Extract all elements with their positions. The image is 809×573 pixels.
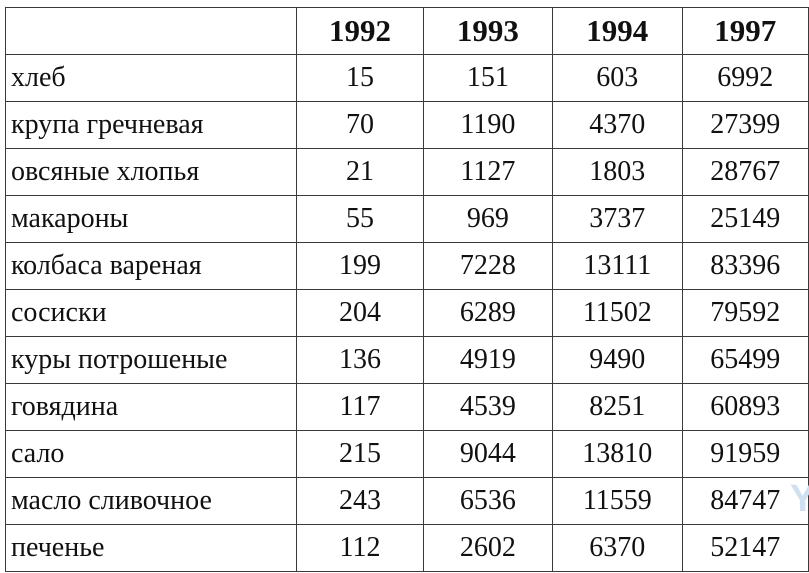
value-cell: 27399: [681, 101, 809, 149]
header-row: 1992 1993 1994 1997: [4, 7, 809, 55]
value-cell: 204: [296, 289, 424, 337]
value-cell: 21: [296, 148, 424, 196]
value-cell: 2602: [422, 524, 554, 572]
value-cell: 11559: [552, 477, 683, 525]
value-cell: 1803: [552, 148, 683, 196]
header-year-1992: 1992: [296, 7, 424, 55]
table-row: куры потрошеные 136 4919 9490 65499: [4, 336, 809, 384]
value-cell: 1190: [422, 101, 554, 149]
row-label: говядина: [4, 383, 298, 431]
row-label: макароны: [4, 195, 298, 243]
value-cell: 9044: [422, 430, 554, 478]
value-cell: 6289: [422, 289, 554, 337]
table-row: колбаса вареная 199 7228 13111 83396: [4, 242, 809, 290]
table-row: сосиски 204 6289 11502 79592: [4, 289, 809, 337]
table-row: говядина 117 4539 8251 60893: [4, 383, 809, 431]
value-cell: 11502: [552, 289, 683, 337]
value-cell: 1127: [422, 148, 554, 196]
value-cell: 8251: [552, 383, 683, 431]
value-cell: 65499: [681, 336, 809, 384]
row-label: сало: [4, 430, 298, 478]
value-cell: 6992: [681, 54, 809, 102]
value-cell: 243: [296, 477, 424, 525]
value-cell: 136: [296, 336, 424, 384]
value-cell: 83396: [681, 242, 809, 290]
value-cell: 9490: [552, 336, 683, 384]
header-year-1994: 1994: [552, 7, 683, 55]
row-label: колбаса вареная: [4, 242, 298, 290]
value-cell: 112: [296, 524, 424, 572]
table-row: масло сливочное 243 6536 11559 84747: [4, 477, 809, 525]
header-cell-empty: [4, 7, 298, 55]
table-row: сало 215 9044 13810 91959: [4, 430, 809, 478]
row-label: крупа гречневая: [4, 101, 298, 149]
row-label: хлеб: [4, 54, 298, 102]
value-cell: 603: [552, 54, 683, 102]
value-cell: 13111: [552, 242, 683, 290]
value-cell: 15: [296, 54, 424, 102]
row-label: овсяные хлопья: [4, 148, 298, 196]
value-cell: 3737: [552, 195, 683, 243]
table-row: печенье 112 2602 6370 52147: [4, 524, 809, 572]
value-cell: 4919: [422, 336, 554, 384]
value-cell: 79592: [681, 289, 809, 337]
value-cell: 52147: [681, 524, 809, 572]
value-cell: 25149: [681, 195, 809, 243]
value-cell: 60893: [681, 383, 809, 431]
table-row: макароны 55 969 3737 25149: [4, 195, 809, 243]
header-year-1997: 1997: [681, 7, 809, 55]
value-cell: 70: [296, 101, 424, 149]
value-cell: 7228: [422, 242, 554, 290]
row-label: куры потрошеные: [4, 336, 298, 384]
value-cell: 84747: [681, 477, 809, 525]
value-cell: 6370: [552, 524, 683, 572]
header-year-1993: 1993: [422, 7, 554, 55]
table-row: хлеб 15 151 603 6992: [4, 54, 809, 102]
value-cell: 969: [422, 195, 554, 243]
value-cell: 91959: [681, 430, 809, 478]
value-cell: 13810: [552, 430, 683, 478]
value-cell: 151: [422, 54, 554, 102]
value-cell: 4539: [422, 383, 554, 431]
row-label: печенье: [4, 524, 298, 572]
value-cell: 199: [296, 242, 424, 290]
value-cell: 28767: [681, 148, 809, 196]
table-row: овсяные хлопья 21 1127 1803 28767: [4, 148, 809, 196]
value-cell: 6536: [422, 477, 554, 525]
price-table: 1992 1993 1994 1997 хлеб 15 151 603 6992…: [4, 7, 809, 572]
value-cell: 117: [296, 383, 424, 431]
row-label: сосиски: [4, 289, 298, 337]
row-label: масло сливочное: [4, 477, 298, 525]
watermark-logo: Y: [790, 478, 809, 520]
value-cell: 215: [296, 430, 424, 478]
value-cell: 4370: [552, 101, 683, 149]
value-cell: 55: [296, 195, 424, 243]
table-row: крупа гречневая 70 1190 4370 27399: [4, 101, 809, 149]
